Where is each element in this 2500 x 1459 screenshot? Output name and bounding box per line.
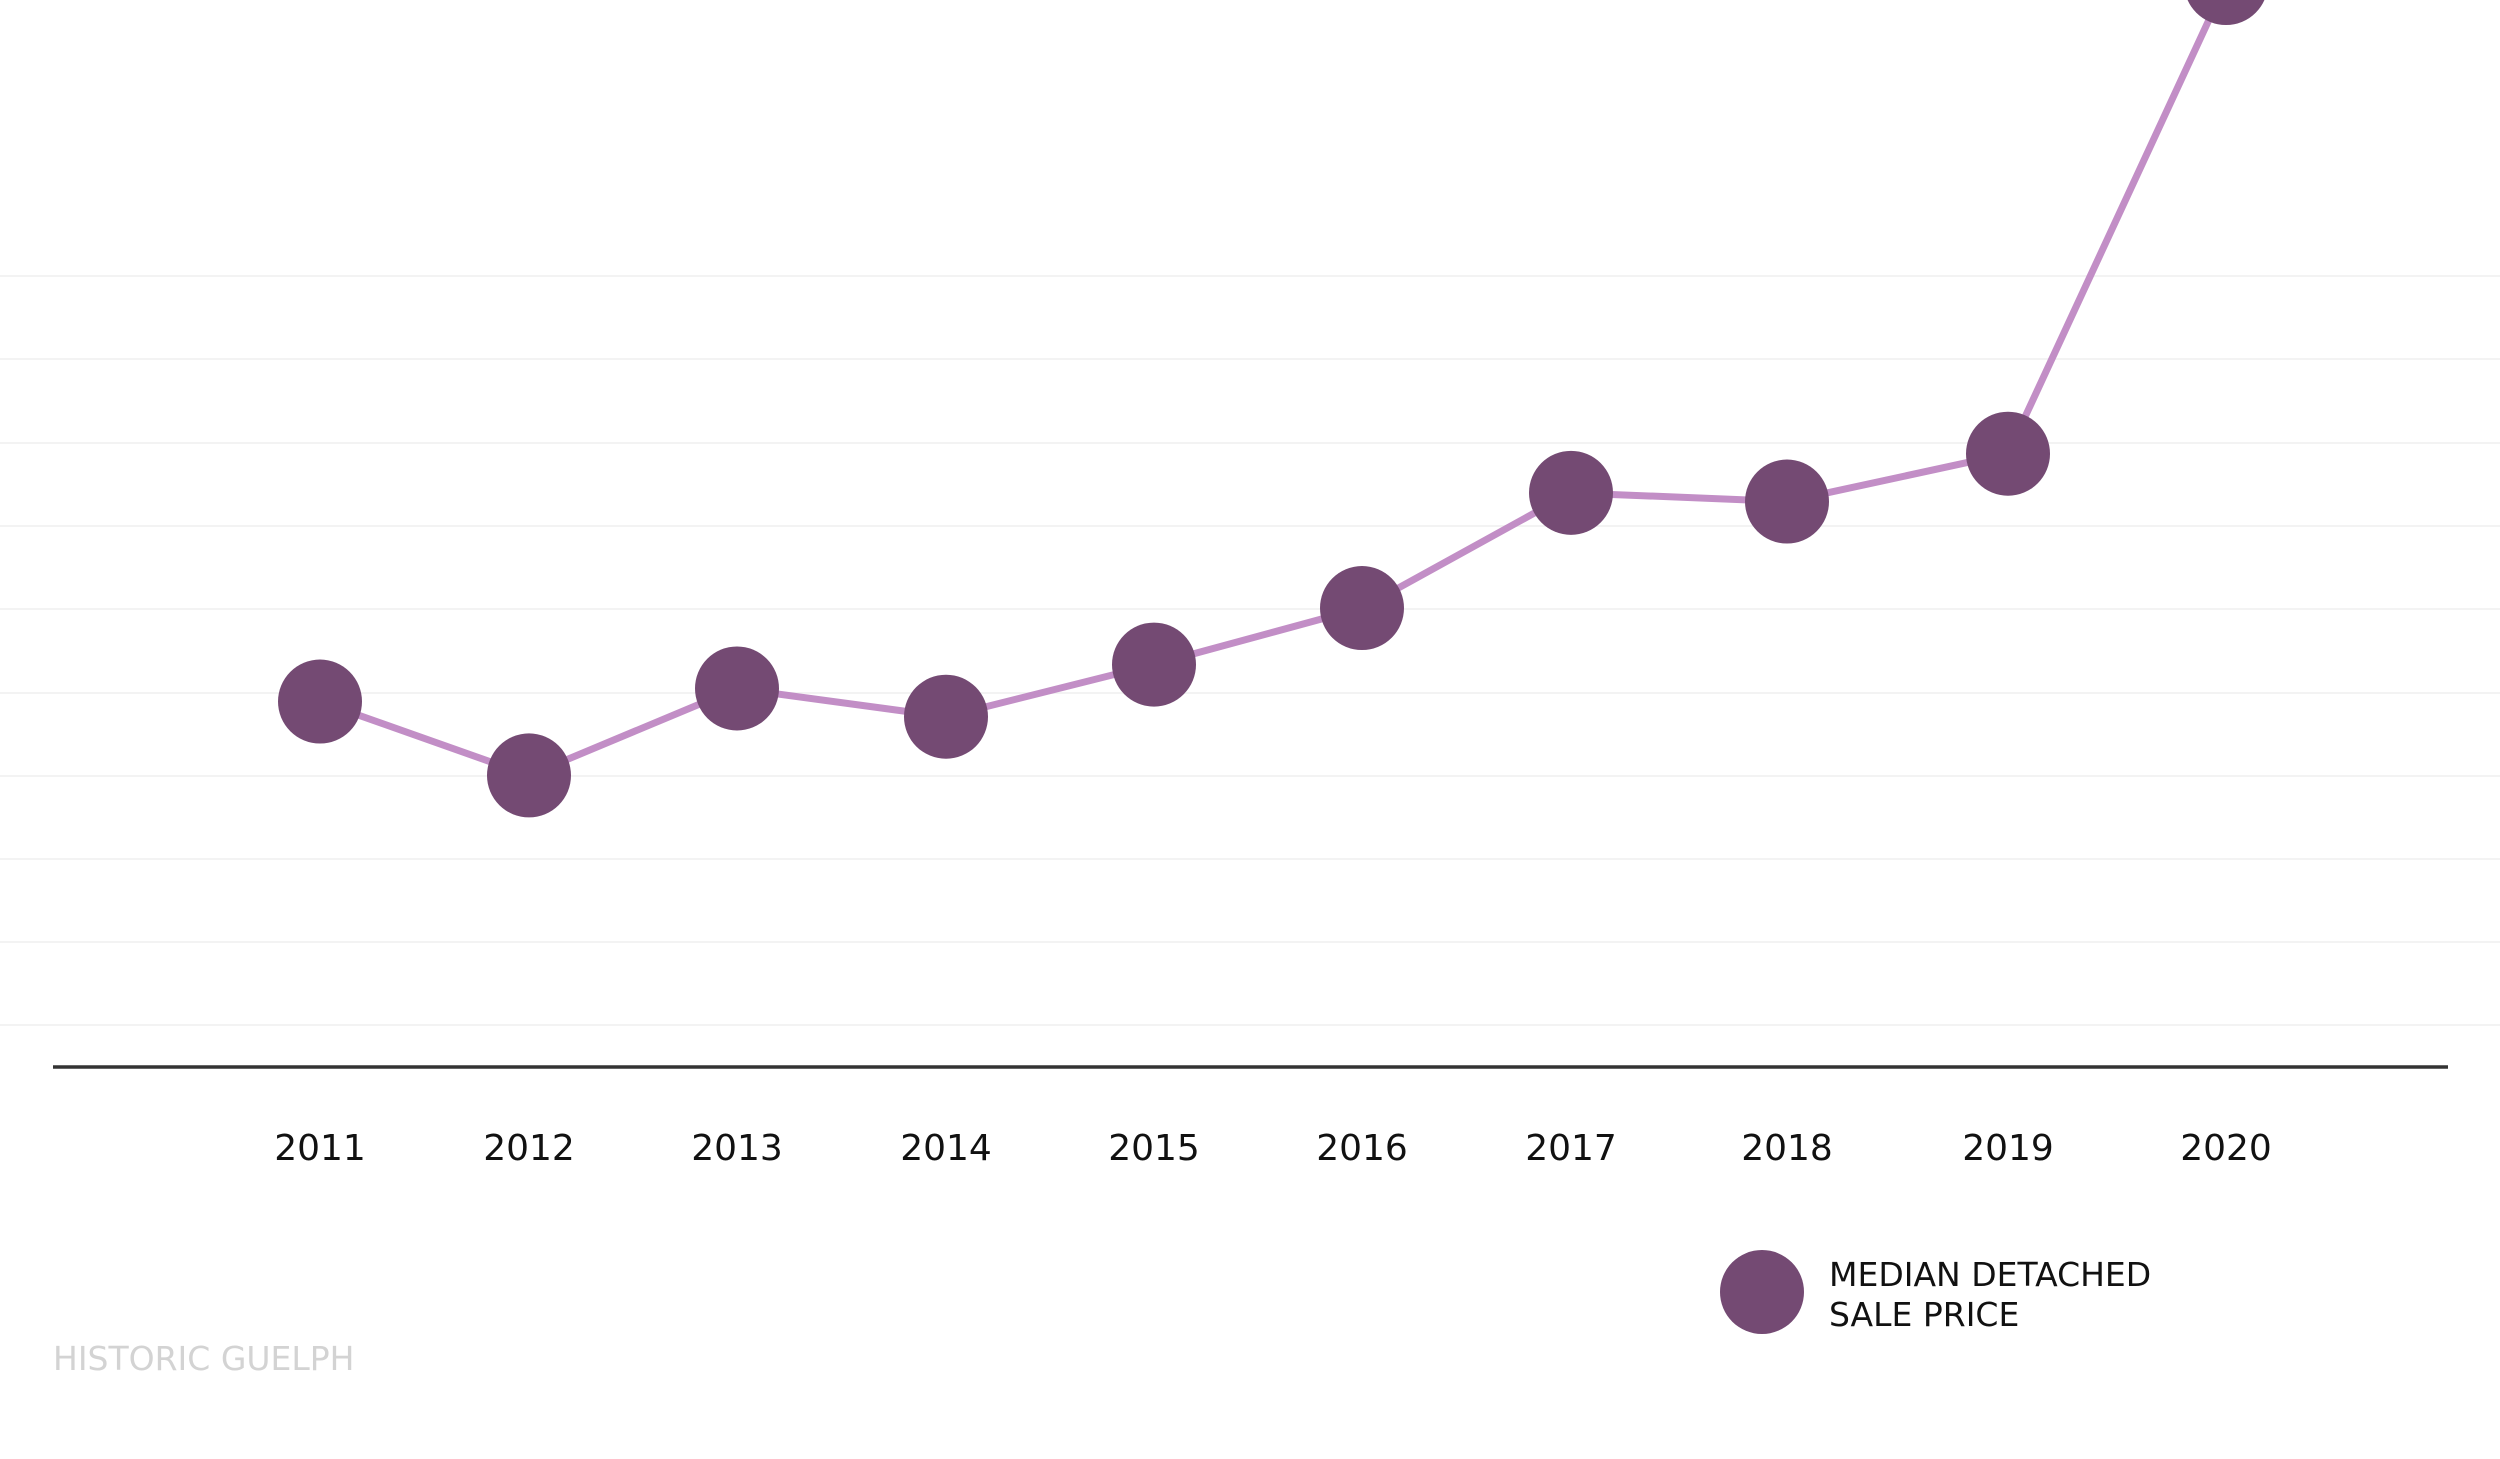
legend-label-line-2: SALE PRICE [1829, 1295, 2019, 1334]
x-axis-tick-labels: 2011 2012 2013 2014 2015 2016 2017 2018 2019 2020 [274, 1128, 2272, 1169]
source-credit: HISTORIC GUELPH [53, 1339, 355, 1378]
series-median-detached-sale-price [278, 0, 2265, 818]
x-tick-label-2015: 2015 [1108, 1128, 1200, 1169]
data-point-2019 [1966, 411, 2050, 496]
data-point-2018 [1745, 459, 1829, 544]
x-tick-label-2013: 2013 [691, 1128, 783, 1169]
data-point-2014 [904, 674, 988, 759]
x-tick-label-2019: 2019 [1962, 1128, 2054, 1169]
legend: MEDIAN DETACHED SALE PRICE [1720, 1250, 2151, 1334]
data-point-2011 [278, 659, 362, 744]
x-tick-label-2011: 2011 [274, 1128, 366, 1169]
x-tick-label-2020: 2020 [2180, 1128, 2272, 1169]
data-point-2016 [1320, 566, 1404, 651]
series-line [318, 0, 2223, 779]
x-tick-label-2012: 2012 [483, 1128, 575, 1169]
x-tick-label-2016: 2016 [1316, 1128, 1408, 1169]
x-tick-label-2014: 2014 [900, 1128, 992, 1169]
data-point-2020 [2187, 0, 2265, 26]
data-point-2015 [1112, 622, 1196, 707]
data-point-2013 [695, 646, 779, 731]
gridlines [0, 275, 2500, 1026]
data-point-2017 [1529, 450, 1613, 535]
x-tick-label-2018: 2018 [1741, 1128, 1833, 1169]
legend-label-line-1: MEDIAN DETACHED [1829, 1255, 2151, 1294]
data-point-2012 [487, 733, 571, 818]
legend-marker [1720, 1250, 1804, 1334]
x-tick-label-2017: 2017 [1525, 1128, 1617, 1169]
